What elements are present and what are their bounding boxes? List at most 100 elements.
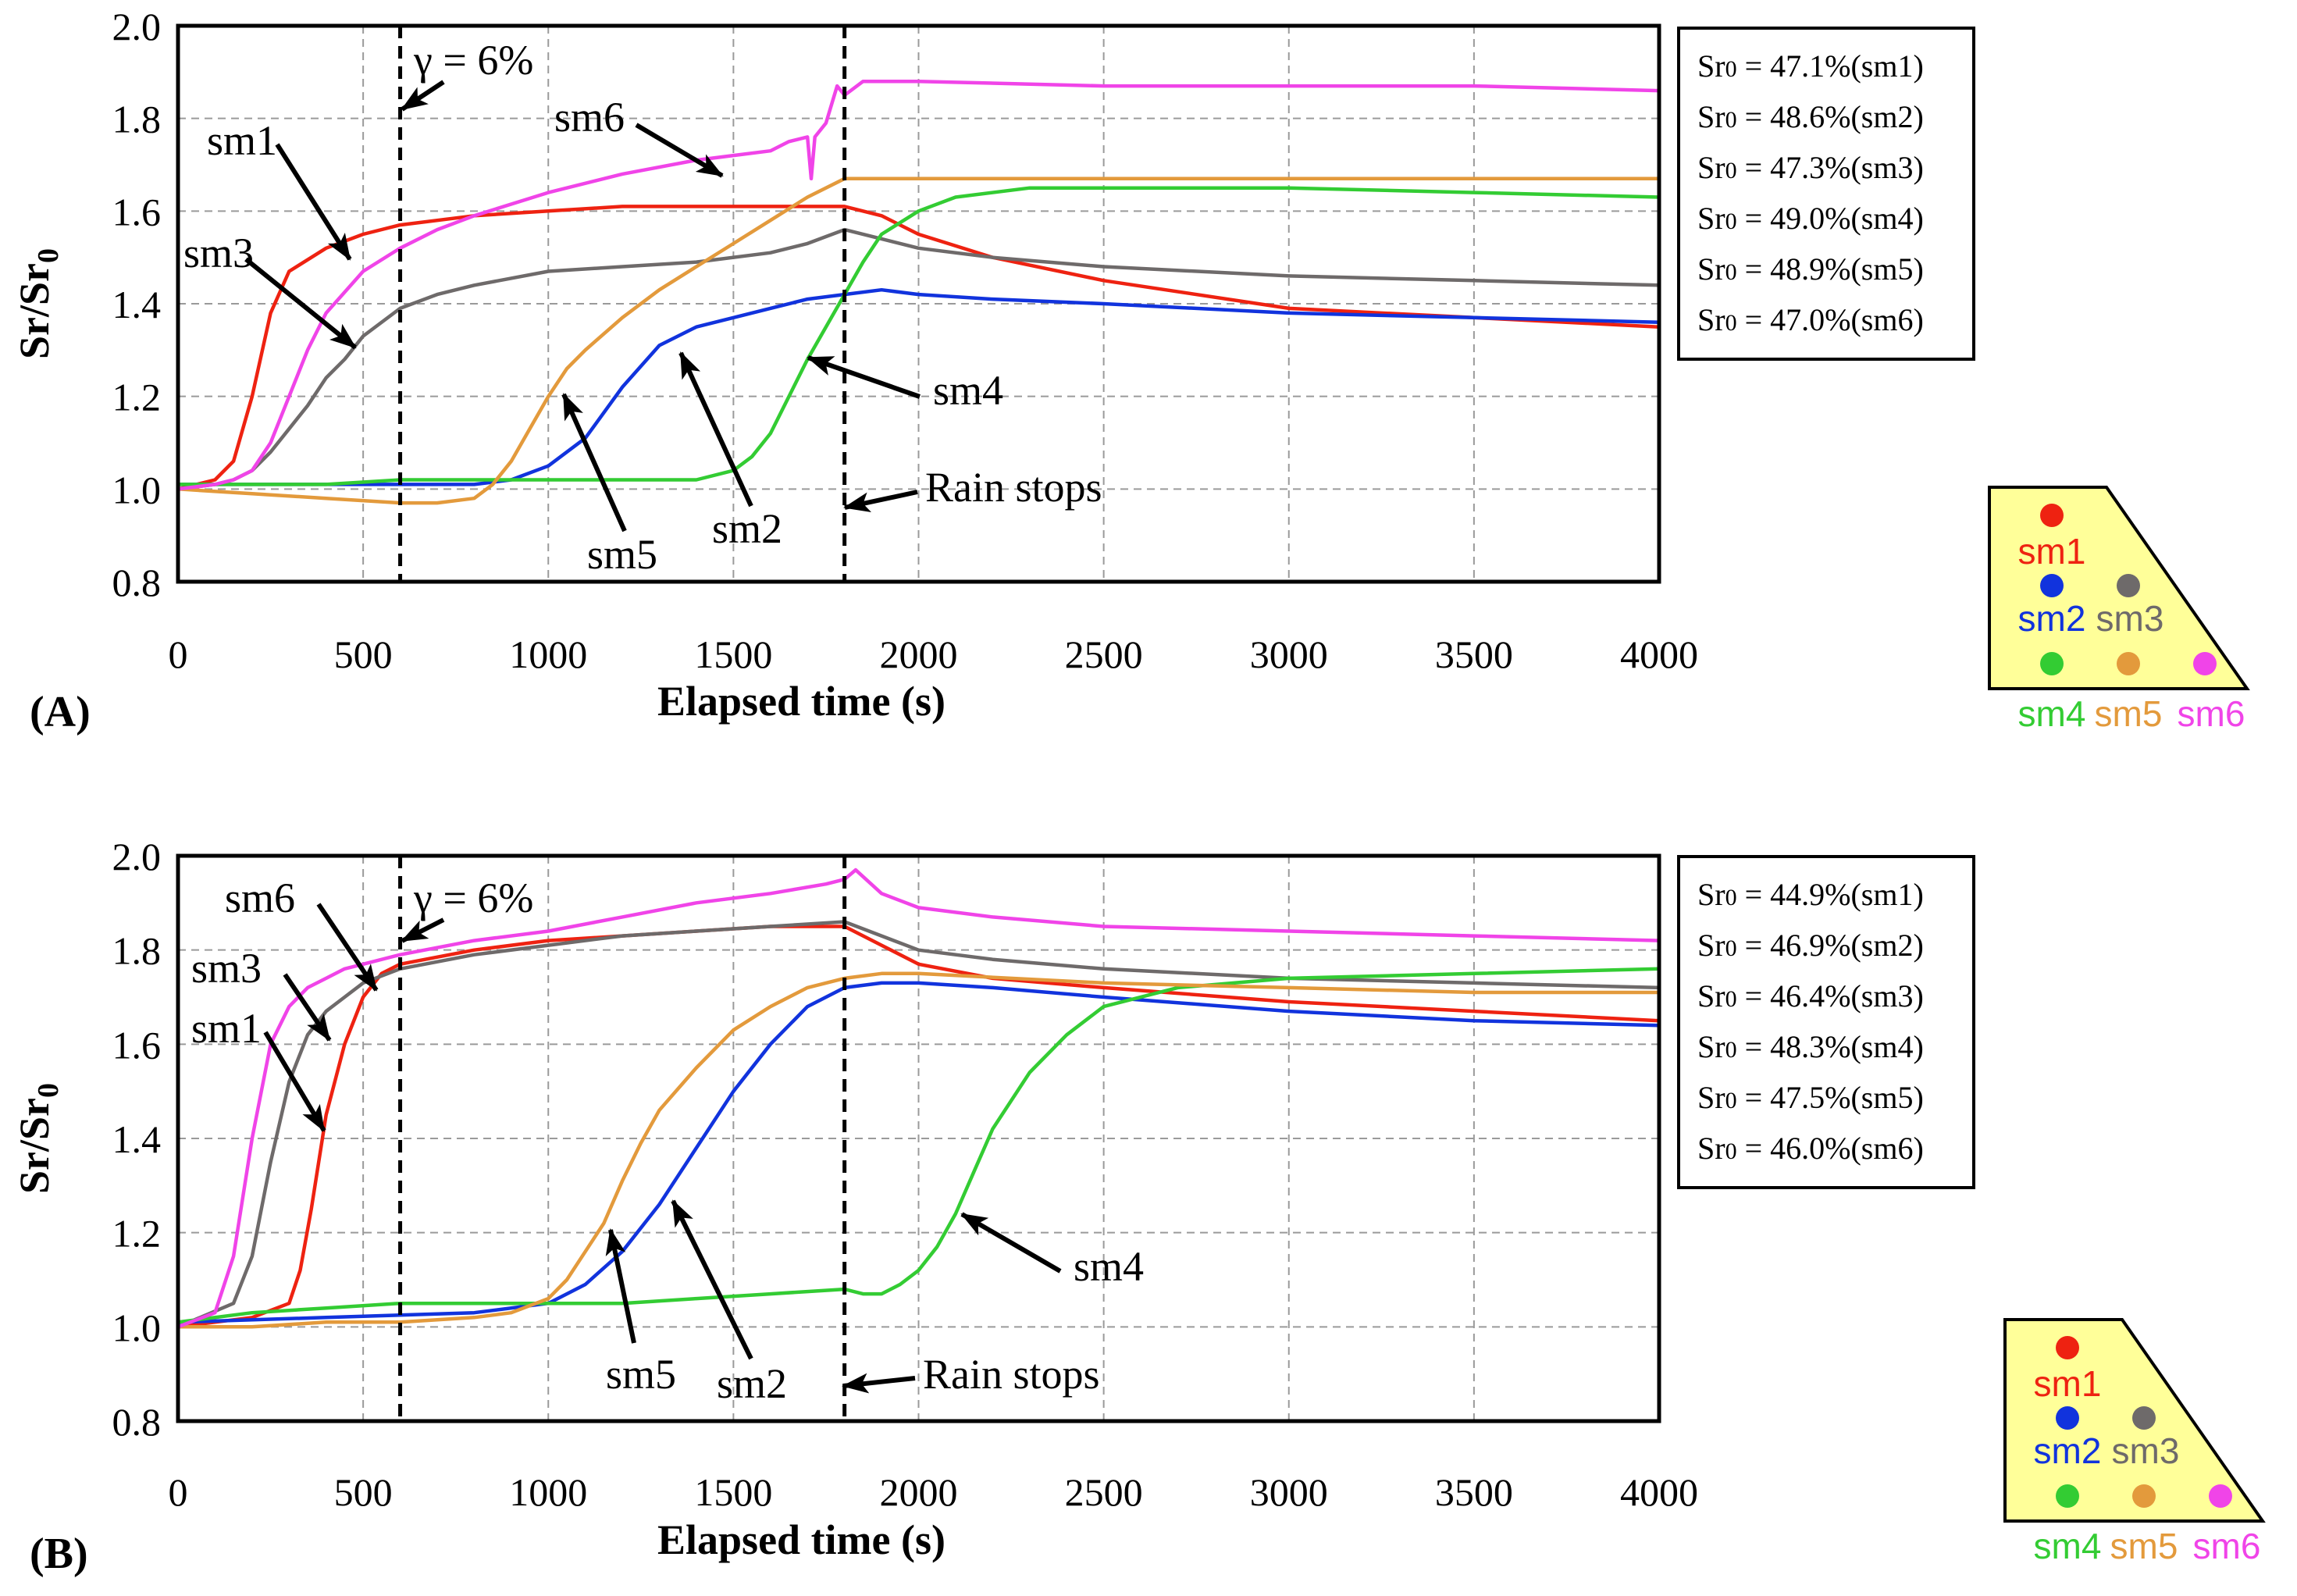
y-tick-label: 1.4	[112, 1117, 162, 1161]
annotation-arrow	[316, 903, 379, 992]
annotation-arrow	[401, 80, 445, 112]
legend-entry: Sr0 = 46.9%(sm2)	[1697, 928, 1924, 963]
y-axis-label-sub: 0	[32, 1083, 65, 1098]
annotation-sm4: sm4	[933, 367, 1003, 414]
sensor-dot-sm1	[2056, 1336, 2079, 1359]
legend-entry-value: = 48.6%(sm2)	[1737, 99, 1924, 134]
sensor-dot-sm6	[2209, 1484, 2232, 1508]
legend-entry-sub: 0	[1725, 935, 1737, 961]
x-tick-label: 3000	[1250, 632, 1328, 676]
sensor-dot-sm1	[2040, 504, 2064, 527]
annotation-arrow	[283, 973, 332, 1042]
y-tick-label: 2.0	[112, 5, 162, 48]
x-tick-label: 1500	[694, 1470, 772, 1514]
annotation-sm6: sm6	[225, 875, 295, 921]
legend-entry-value: = 46.9%(sm2)	[1737, 928, 1924, 963]
legend-entry-value: = 44.9%(sm1)	[1737, 877, 1924, 912]
legend-entry-value: = 47.3%(sm3)	[1737, 150, 1924, 185]
annotation-arrow	[605, 1228, 636, 1344]
annotation-sm6: sm6	[554, 94, 625, 141]
legend-entry-sr: Sr	[1697, 150, 1725, 185]
legend-entry: Sr0 = 47.0%(sm6)	[1697, 302, 1924, 337]
legend-entry-value: = 46.0%(sm6)	[1737, 1131, 1924, 1166]
annotation-rain-stops: Rain stops	[923, 1351, 1100, 1398]
annotations: γ = 6% sm6 sm3 sm1 sm5 sm2 sm4 Rain stops	[191, 875, 1144, 1407]
legend-entry-sr: Sr	[1697, 48, 1725, 84]
annotation-arrow	[842, 1373, 916, 1394]
x-tick-label: 3500	[1435, 1470, 1513, 1514]
y-tick-label: 1.2	[112, 376, 162, 419]
sensor-label-sm2: sm2	[2018, 598, 2086, 639]
legend-entry-sub: 0	[1725, 885, 1737, 910]
sensor-map: sm1 sm2 sm3 sm4 sm5 sm6	[1988, 486, 2250, 734]
sensor-dot-sm3	[2117, 574, 2140, 597]
gamma-annotation: γ = 6%	[413, 37, 533, 84]
sensor-dot-sm3	[2132, 1406, 2156, 1430]
x-tick-label: 2500	[1065, 1470, 1143, 1514]
sensor-map: sm1 sm2 sm3 sm4 sm5 sm6	[2003, 1318, 2266, 1566]
y-tick-label: 1.6	[112, 190, 162, 233]
legend-entry: Sr0 = 48.3%(sm4)	[1697, 1029, 1924, 1064]
sensor-dot-sm5	[2117, 652, 2140, 675]
x-axis-label: Elapsed time (s)	[657, 678, 946, 725]
annotations: γ = 6% sm1 sm3 sm6 sm5 sm2 sm4 Rain stops	[183, 37, 1102, 578]
annotation-arrow	[263, 1031, 326, 1132]
x-tick-label: 1000	[509, 1470, 587, 1514]
annotation-sm5: sm5	[587, 531, 657, 578]
legend-entry-value: = 46.4%(sm3)	[1737, 978, 1924, 1014]
y-axis-label-main: Sr/Sr	[11, 263, 58, 359]
sensor-label-sm3: sm3	[2112, 1430, 2180, 1471]
annotation-arrow	[244, 257, 357, 350]
sensor-label-sm4: sm4	[2034, 1526, 2102, 1566]
legend-entry-value: = 49.0%(sm4)	[1737, 201, 1924, 236]
legend-box: Sr0 = 44.9%(sm1)Sr0 = 46.9%(sm2)Sr0 = 46…	[1677, 855, 1975, 1189]
sensor-label-sm1: sm1	[2034, 1363, 2102, 1404]
legend-entry-value: = 48.3%(sm4)	[1737, 1029, 1924, 1064]
y-tick-label: 0.8	[112, 561, 162, 604]
legend-entry-sub: 0	[1725, 1138, 1737, 1164]
annotation-rain-stops: Rain stops	[925, 464, 1102, 511]
annotation-arrow	[678, 351, 753, 508]
sensor-dot-sm2	[2056, 1406, 2079, 1430]
sensor-dot-sm6	[2193, 652, 2217, 675]
chart-panel-a: 0.8 1.0 1.2 1.4 1.6 1.8 2.0 0 500 1000 1500 2000 250…	[11, 5, 2250, 736]
x-tick-label: 3000	[1250, 1470, 1328, 1514]
x-tick-label: 0	[169, 632, 188, 676]
gamma-annotation: γ = 6%	[413, 875, 533, 921]
legend-entry-sub: 0	[1725, 310, 1737, 336]
sensor-dot-sm4	[2040, 652, 2064, 675]
annotation-arrow	[275, 143, 352, 261]
sensor-label-sm2: sm2	[2034, 1430, 2102, 1471]
x-tick-label: 2000	[880, 632, 958, 676]
y-axis-label-main: Sr/Sr	[11, 1098, 58, 1194]
chart-panel-b: 0.8 1.0 1.2 1.4 1.6 1.8 2.0 0 500 1000 1500 2000 250…	[11, 835, 2266, 1578]
legend-entry: Sr0 = 46.4%(sm3)	[1697, 978, 1924, 1014]
x-tick-label: 3500	[1435, 632, 1513, 676]
annotation-arrow	[843, 490, 918, 512]
series-line-sm5	[178, 971, 1659, 1329]
legend-entry: Sr0 = 47.3%(sm3)	[1697, 150, 1924, 185]
series-line-sm6	[178, 867, 1659, 1329]
legend-entry-value: = 47.5%(sm5)	[1737, 1080, 1924, 1115]
legend-entry-value: = 47.0%(sm6)	[1737, 302, 1924, 337]
y-tick-label: 1.6	[112, 1023, 162, 1067]
y-tick-label: 1.0	[112, 468, 162, 511]
panel-label: (A)	[30, 688, 91, 736]
series-line-sm3	[178, 920, 1659, 1329]
plot-frame	[176, 23, 1661, 584]
annotation-arrow	[807, 355, 921, 399]
annotation-arrow	[635, 123, 724, 178]
legend-entry: Sr0 = 48.6%(sm2)	[1697, 99, 1924, 134]
y-tick-label: 1.8	[112, 929, 162, 973]
legend-entry-sub: 0	[1725, 208, 1737, 234]
sensor-label-sm4: sm4	[2018, 693, 2086, 734]
x-tick-label: 0	[169, 1470, 188, 1514]
x-tick-label: 4000	[1620, 632, 1698, 676]
legend-entry-sr: Sr	[1697, 928, 1725, 963]
x-tick-label: 500	[334, 1470, 393, 1514]
annotation-sm2: sm2	[717, 1360, 787, 1407]
sensor-label-sm3: sm3	[2096, 598, 2164, 639]
annotation-sm2: sm2	[712, 505, 782, 552]
legend-entry-sub: 0	[1725, 986, 1737, 1012]
